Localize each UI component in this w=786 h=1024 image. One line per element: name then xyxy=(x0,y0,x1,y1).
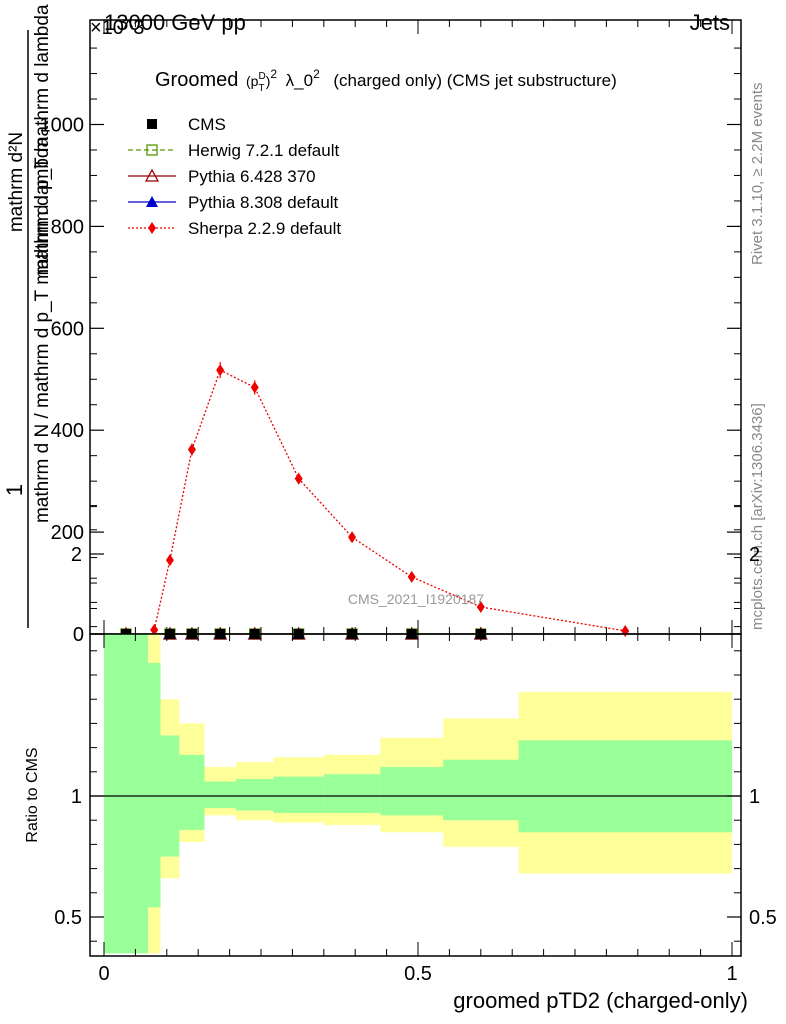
title-ptd-sub: T xyxy=(258,83,264,94)
legend-entry: CMS xyxy=(147,115,226,134)
legend-entry: Pythia 8.308 default xyxy=(128,193,339,212)
title-tail: (charged only) (CMS jet substructure) xyxy=(333,71,616,90)
data-point xyxy=(216,364,225,377)
ratio-frame xyxy=(89,633,742,957)
ratio-panel: 0 0.5 1 0.5 0.5 1 1 2 2 xyxy=(54,505,777,985)
legend-label: Herwig 7.2.1 default xyxy=(188,141,339,160)
legend-marker xyxy=(147,119,157,129)
x-tick-label: 1 xyxy=(726,963,737,985)
xaxis-label: groomed pTD2 (charged-only) xyxy=(453,988,748,1013)
y-tick-label: 600 xyxy=(51,318,84,340)
title-ptd-sup: D xyxy=(259,71,266,82)
legend-marker xyxy=(146,196,158,207)
y-tick-label: 400 xyxy=(51,420,84,442)
y-tick-label: 800 xyxy=(51,216,84,238)
ratio-ylabel: Ratio to CMS xyxy=(24,747,41,842)
ratio-band-inner xyxy=(273,776,324,813)
legend-marker xyxy=(144,168,160,182)
data-point xyxy=(348,531,357,544)
x-tick-label: 0.5 xyxy=(404,963,432,985)
ratio-band-inner xyxy=(380,766,444,816)
data-point xyxy=(621,624,630,637)
title-lambda: λ_0 xyxy=(286,71,313,90)
ratio-band-inner xyxy=(518,740,732,833)
ratio-band-inner xyxy=(147,662,161,908)
category-label: Jets xyxy=(690,10,730,35)
data-point xyxy=(150,623,159,636)
energy-label: 13000 GeV pp xyxy=(104,10,246,35)
data-point xyxy=(407,570,416,583)
y-tick-label: 1000 xyxy=(40,115,85,137)
ratio-y-tick-label-right: 2 xyxy=(749,544,760,566)
data-point xyxy=(250,381,259,394)
y-tick-label: 0 xyxy=(73,624,84,646)
legend-marker xyxy=(148,222,156,234)
main-panel: 0 200 400 600 800 1000 xyxy=(40,19,742,646)
ratio-band-inner xyxy=(323,774,381,813)
ylabel-top: mathrm d²N xyxy=(6,132,27,232)
title-square: 2 xyxy=(270,67,277,81)
ratio-band-inner xyxy=(443,759,519,821)
mcplots-label: mcplots.cern.ch [arXiv:1306.3436] xyxy=(749,403,766,630)
data-point xyxy=(187,443,196,456)
legend-entry: Sherpa 2.2.9 default xyxy=(128,219,341,238)
ratio-y-tick-label-right: 1 xyxy=(749,786,760,808)
title-ptd: (p xyxy=(246,73,259,89)
ylabel-denominator: mathrm d N / mathrm d p_T mathrm d lambd… xyxy=(32,137,53,524)
legend-marker xyxy=(146,144,158,156)
plot-title: Groomed (pTD)2 λ_02 (charged only) (CMS … xyxy=(155,61,617,94)
x-tick-label: 0 xyxy=(98,963,109,985)
analysis-watermark: CMS_2021_I1920187 xyxy=(348,591,484,607)
title-ptd-close: ) xyxy=(266,73,271,89)
main-ylabel: 1 mathrm d N / mathrm d p_T mathrm d lam… xyxy=(2,4,53,628)
legend: CMS Herwig 7.2.1 default Pythia 6.428 370 P… xyxy=(128,115,341,238)
main-frame xyxy=(89,19,742,635)
ratio-y-tick-label: 1 xyxy=(71,786,82,808)
legend-entry: Herwig 7.2.1 default xyxy=(128,141,339,160)
y-tick-label: 200 xyxy=(51,522,84,544)
series-line xyxy=(153,369,626,632)
data-point xyxy=(165,554,174,567)
ratio-bands xyxy=(104,634,732,954)
rivet-version-label: Rivet 3.1.10, ≥ 2.2M events xyxy=(749,83,766,266)
series-sherpa-2-2-9-default xyxy=(150,361,630,637)
data-point xyxy=(294,472,303,485)
legend-label: Sherpa 2.2.9 default xyxy=(188,219,341,238)
ratio-y-tick-label-right: 0.5 xyxy=(749,907,777,929)
legend-label: Pythia 8.308 default xyxy=(188,193,339,212)
title-pre: Groomed xyxy=(155,69,238,91)
data-point xyxy=(476,600,485,613)
ylabel-bottom: mathrm d p_T mathrm d lambda xyxy=(32,4,53,275)
ratio-band-inner xyxy=(235,779,274,811)
ratio-band-inner xyxy=(104,634,148,954)
legend-entry: Pythia 6.428 370 xyxy=(128,167,316,186)
ratio-y-tick-label: 0.5 xyxy=(54,907,82,929)
ylabel-numerator: 1 xyxy=(2,484,27,496)
legend-label: CMS xyxy=(188,115,226,134)
title-lambda-sup: 2 xyxy=(313,67,320,81)
legend-label: Pythia 6.428 370 xyxy=(188,167,316,186)
ratio-band-inner xyxy=(204,781,236,809)
ratio-y-tick-label: 2 xyxy=(71,544,82,566)
ratio-band-inner xyxy=(179,754,205,830)
